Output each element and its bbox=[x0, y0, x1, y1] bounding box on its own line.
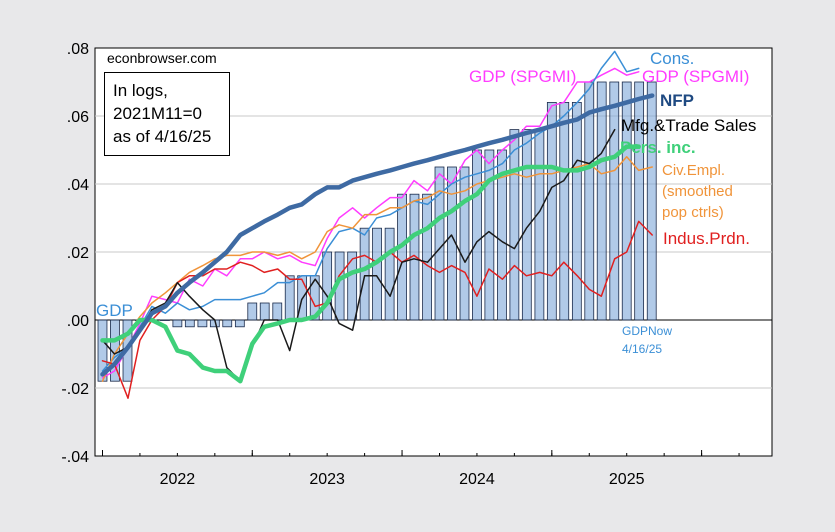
y-tick-labels: .08 .06 .04 .02 .00 -.02 -.04 bbox=[61, 41, 89, 466]
gdp-bar bbox=[184, 319, 195, 328]
gdp-bar bbox=[259, 302, 270, 321]
series-line-mfg bbox=[101, 128, 616, 382]
y-tick-label: .02 bbox=[67, 245, 89, 262]
gdp-bar bbox=[609, 81, 620, 321]
gdp-bar bbox=[160, 319, 170, 321]
series-line-pers bbox=[100, 144, 641, 384]
label-mfg: Mfg.&Trade Sales bbox=[621, 116, 756, 135]
label-gdp-spgmi-right: GDP (SPGMI) bbox=[642, 67, 749, 86]
gdp-bar bbox=[322, 251, 333, 321]
label-civ-3: pop ctrls) bbox=[662, 204, 724, 221]
x-tick-labels: 2022 2023 2024 2025 bbox=[160, 471, 645, 488]
gdp-bar bbox=[422, 193, 432, 321]
x-tick-label: 2025 bbox=[609, 471, 645, 488]
note-line-1: In logs, bbox=[113, 81, 168, 100]
y-tick-label: .08 bbox=[67, 41, 89, 58]
label-gdp-spgmi-left: GDP (SPGMI) bbox=[469, 67, 576, 86]
x-minor-ticks bbox=[101, 450, 740, 456]
y-tick-label: .04 bbox=[67, 177, 89, 194]
label-cons: Cons. bbox=[650, 49, 694, 68]
series-lines bbox=[100, 50, 655, 399]
gdp-bar bbox=[596, 81, 607, 321]
y-tick-label: .00 bbox=[67, 313, 89, 330]
gdp-bar bbox=[559, 102, 570, 321]
gdp-bar bbox=[571, 102, 582, 321]
gdp-bar bbox=[359, 227, 370, 321]
gdp-bar bbox=[222, 319, 233, 328]
label-pers: Pers. inc. bbox=[620, 138, 696, 157]
gdp-bar bbox=[172, 319, 183, 328]
label-gdpnow-2: 4/16/25 bbox=[622, 342, 662, 356]
gdp-bar bbox=[247, 302, 258, 321]
gdp-bar bbox=[459, 166, 470, 321]
gdp-bar bbox=[434, 166, 445, 321]
label-gdpnow-1: GDPNow bbox=[622, 324, 672, 338]
y-tick-label: -.04 bbox=[61, 449, 89, 466]
gdp-bar bbox=[384, 227, 395, 321]
gdp-bar bbox=[509, 129, 520, 321]
gdp-bar bbox=[397, 193, 407, 321]
x-tick-label: 2022 bbox=[160, 471, 196, 488]
label-nfp: NFP bbox=[660, 91, 694, 110]
y-tick-label: -.02 bbox=[61, 381, 89, 398]
label-gdp: GDP bbox=[96, 301, 133, 320]
gdp-bar bbox=[584, 81, 595, 321]
gdp-bar bbox=[634, 81, 645, 321]
y-tick-label: .06 bbox=[67, 109, 89, 126]
note-box: In logs, 2021M11=0 as of 4/16/25 bbox=[104, 72, 230, 156]
note-line-2: 2021M11=0 bbox=[113, 104, 203, 123]
gdp-bar bbox=[646, 81, 657, 321]
gdp-bar bbox=[347, 251, 358, 321]
gdp-bar bbox=[534, 129, 545, 321]
gdp-bar bbox=[372, 227, 382, 321]
gdp-bar bbox=[197, 319, 208, 328]
gdp-bar bbox=[521, 129, 532, 321]
label-civ-2: (smoothed bbox=[662, 183, 733, 200]
gdp-bar bbox=[621, 81, 632, 321]
gdp-bar bbox=[272, 302, 283, 321]
source-label: econbrowser.com bbox=[107, 50, 217, 66]
label-ip: Indus.Prdn. bbox=[663, 229, 750, 248]
gdp-bar bbox=[234, 319, 245, 328]
note-line-3: as of 4/16/25 bbox=[113, 127, 212, 146]
label-civ-1: Civ.Empl. bbox=[662, 162, 725, 179]
gdp-bar bbox=[110, 319, 120, 382]
x-tick-label: 2024 bbox=[459, 471, 495, 488]
series-line-nfp bbox=[100, 93, 655, 377]
gdp-bar bbox=[546, 102, 557, 321]
gdp-bars bbox=[97, 81, 657, 382]
x-tick-label: 2023 bbox=[309, 471, 345, 488]
